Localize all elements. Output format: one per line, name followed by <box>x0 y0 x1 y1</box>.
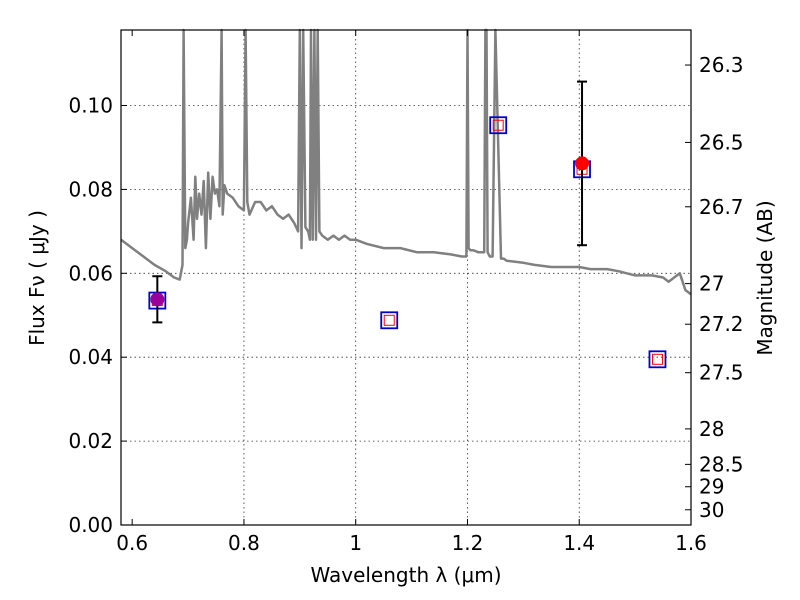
y-axis-ticks: 0.00 0.02 0.04 0.06 0.08 0.10 <box>68 94 127 537</box>
x-tick-label: 0.8 <box>228 531 260 555</box>
x-tick-label: 1 <box>349 531 362 555</box>
plot-frame <box>120 29 692 526</box>
y-tick-label: 0.02 <box>68 429 113 453</box>
x-tick-label: 1.6 <box>675 531 707 555</box>
y-tick-label: 0.06 <box>68 261 113 285</box>
model-flux-box <box>648 350 667 369</box>
mag-tick-label: 29 <box>699 475 724 499</box>
magnitude-axis-label: Magnitude (AB) <box>753 200 777 355</box>
mag-tick-label: 27 <box>699 272 724 296</box>
x-axis-label: Wavelength λ (μm) <box>310 563 501 587</box>
y-tick-label: 0.08 <box>68 177 113 201</box>
mag-tick-label: 28.5 <box>699 452 744 476</box>
model-spectrum-line <box>120 28 692 296</box>
x-axis-ticks: 0.6 0.8 1 1.2 1.4 1.6 <box>116 30 707 555</box>
observed-point <box>150 292 165 307</box>
model-flux-box-inner <box>651 353 663 365</box>
x-tick-label: 0.6 <box>116 531 148 555</box>
model-flux-box-inner <box>383 314 395 326</box>
grid-lines <box>121 30 691 525</box>
model-photometry-layer <box>148 116 667 369</box>
mag-tick-label: 26.3 <box>699 53 744 77</box>
mag-tick-label: 30 <box>699 498 724 522</box>
mag-tick-label: 28 <box>699 417 724 441</box>
mag-tick-label: 26.5 <box>699 130 744 154</box>
mag-tick-label: 27.2 <box>699 312 744 336</box>
y-tick-label: 0.00 <box>68 513 113 537</box>
mag-tick-label: 27.5 <box>699 361 744 385</box>
mag-tick-label: 26.7 <box>699 195 744 219</box>
x-tick-label: 1.2 <box>452 531 484 555</box>
y-tick-label: 0.10 <box>68 94 113 118</box>
y-tick-label: 0.04 <box>68 345 113 369</box>
observed-point <box>575 156 590 171</box>
model-flux-box <box>489 116 508 135</box>
observed-points-layer <box>150 80 590 324</box>
y-axis-label: Flux Fν ( μJy ) <box>25 210 49 346</box>
model-flux-box-inner <box>492 119 504 131</box>
model-spectrum-layer <box>120 28 692 296</box>
x-tick-label: 1.4 <box>563 531 595 555</box>
model-flux-box <box>380 311 399 330</box>
